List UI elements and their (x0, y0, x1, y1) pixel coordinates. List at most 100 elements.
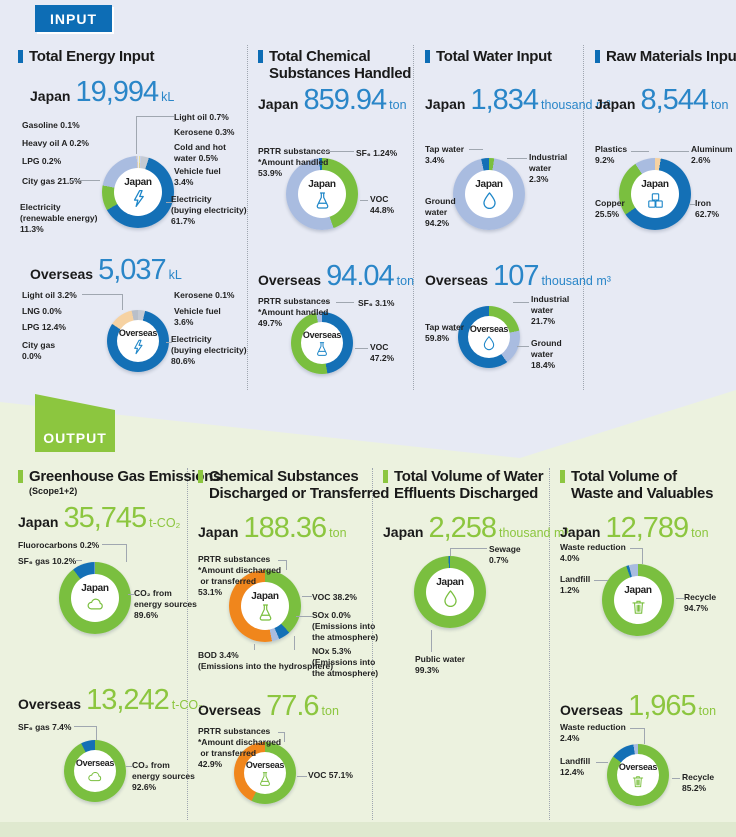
section-title: Greenhouse Gas Emissions (Scope1+2) (18, 468, 221, 496)
chart-heading: Japan 12,789 ton (560, 512, 709, 545)
callout-electricity-buying: Electricity (buying electricity) 80.6% (171, 334, 247, 367)
unit: ton (711, 98, 729, 112)
section-title-text: Greenhouse Gas Emissions (29, 468, 222, 485)
section-title: Total Water Input (425, 48, 552, 65)
drop-icon (483, 335, 495, 350)
callout-tap-water: Tap water 3.4% (425, 144, 465, 166)
callout-sewage: Sewage 0.7% (489, 544, 521, 566)
leader-line (360, 200, 368, 201)
section-title: Total Energy Input (18, 48, 154, 65)
title-bullet (425, 50, 430, 63)
callout-kerosene: Kerosene 0.1% (174, 290, 235, 300)
region-label: Japan (425, 96, 466, 112)
value: 859.94 (303, 84, 387, 116)
callout-waste-reduction: Waste reduction 2.4% (560, 722, 626, 744)
leader-line (689, 204, 695, 205)
donut-center: Japan (114, 168, 162, 216)
section-title-text: Total Water Input (436, 48, 552, 65)
leader-line (82, 294, 122, 295)
callout-sox: SOx 0.0% (Emissions into the atmosphere) (312, 610, 379, 643)
donut-center-label: Japan (124, 176, 152, 188)
callout-city-gas: City gas 21.5% (22, 176, 82, 186)
column-greenhouse-gas: Greenhouse Gas Emissions (Scope1+2) Japa… (18, 462, 221, 837)
donut-effluents-japan: Japan (414, 556, 486, 628)
chart-heading: Overseas 1,965 ton (560, 690, 716, 723)
chart-heading: Japan 35,745 t-CO₂ (18, 502, 180, 535)
callout-industrial-water: Industrial water 21.7% (531, 294, 570, 327)
column-divider (583, 45, 584, 390)
leader-line (631, 151, 649, 152)
callout-prtr: PRTR substances *Amount discharged or tr… (198, 726, 282, 770)
callout-landfill: Landfill 1.2% (560, 574, 591, 596)
donut-center: Japan (298, 170, 346, 218)
chart-heading: Japan 8,544 ton (595, 84, 728, 117)
column-raw-materials-input: Raw Materials Input Japan 8,544 ton Japa… (595, 0, 736, 420)
section-title-text: Total Volume of Water Effluents Discharg… (394, 468, 544, 503)
region-label: Overseas (198, 702, 262, 718)
donut-center-label: Japan (81, 582, 109, 594)
callout-landfill: Landfill 12.4% (560, 756, 591, 778)
callout-recycle: Recycle 85.2% (682, 772, 715, 794)
chart-heading: Overseas 77.6 ton (198, 690, 339, 723)
leader-line (322, 151, 334, 152)
donut-center: Overseas (617, 754, 659, 796)
title-bullet (18, 470, 23, 483)
unit: ton (396, 274, 415, 288)
callout-co2: CO₂ from energy sources 89.6% (134, 588, 197, 621)
leader-line (136, 116, 174, 117)
callout-lpg: LPG 0.2% (22, 156, 62, 166)
section-title-text: Chemical Substances Discharged or Transf… (209, 468, 390, 503)
title-bullet (383, 470, 388, 483)
callout-co2: CO₂ from energy sources 92.6% (132, 760, 195, 793)
region-label: Japan (198, 524, 239, 540)
column-divider (187, 468, 188, 820)
leader-line (451, 330, 457, 331)
section-title-text: Total Chemical Substances Handled (269, 48, 412, 83)
column-chemical-discharged: Chemical Substances Discharged or Transf… (198, 462, 389, 837)
leader-line (96, 726, 97, 740)
donut-ghg-japan: Japan (59, 562, 131, 634)
chart-heading: Japan 859.94 ton (258, 84, 407, 117)
donut-chart-chemical-japan: Japan PRTR substances *Amount handled 53… (258, 118, 410, 258)
value: 1,965 (628, 690, 697, 722)
donut-chemical-overseas: Overseas (291, 312, 353, 374)
leader-line (594, 580, 608, 581)
callout-bod: BOD 3.4% (Emissions into the hydrosphere… (198, 650, 334, 672)
leader-line (126, 766, 132, 767)
unit: ton (329, 526, 347, 540)
chart-heading: Japan 188.36 ton (198, 512, 347, 545)
value: 35,745 (63, 502, 147, 534)
input-section-background (0, 0, 736, 458)
cloud-icon (87, 598, 103, 609)
output-badge: OUTPUT (35, 394, 115, 452)
flask-icon (317, 341, 327, 356)
leader-line (659, 151, 689, 152)
donut-center-label: Japan (436, 576, 464, 588)
donut-chart-materials-japan: Japan Plastics 9.2% Copper 25.5% Aluminu… (595, 118, 736, 258)
unit: t-CO₂ (171, 698, 204, 712)
section-title-text: Total Energy Input (29, 48, 155, 65)
title-bullet (18, 50, 23, 63)
leader-line (644, 728, 645, 744)
leader-line (166, 202, 172, 203)
section-subtitle: (Scope1+2) (29, 486, 78, 497)
donut-chart-waste-overseas: Overseas Waste reduction 2.4% Landfill 1… (560, 720, 736, 834)
region-label: Overseas (425, 272, 489, 288)
drop-icon (482, 191, 496, 209)
callout-prtr: PRTR substances *Amount handled 49.7% (258, 296, 331, 329)
donut-center: Overseas (117, 320, 159, 362)
leader-line (278, 560, 286, 561)
callout-public-water: Public water 99.3% (415, 654, 466, 676)
donut-chart-discharge-japan: Japan PRTR substances *Amount discharged… (198, 548, 378, 700)
region-label: Overseas (258, 272, 322, 288)
callout-industrial-water: Industrial water 2.3% (529, 152, 568, 185)
callout-light-oil: Light oil 3.2% (22, 290, 77, 300)
region-label: Japan (383, 524, 424, 540)
value: 107 (493, 260, 539, 292)
donut-chart-effluents-japan: Japan Sewage 0.7% Public water 99.3% (383, 542, 546, 682)
chart-heading: Overseas 5,037 kL (30, 254, 182, 287)
unit: ton (389, 98, 407, 112)
bottom-strip (0, 822, 736, 837)
section-title: Chemical Substances Discharged or Transf… (198, 468, 389, 503)
callout-vehicle-fuel: Vehicle fuel 3.4% (174, 166, 221, 188)
